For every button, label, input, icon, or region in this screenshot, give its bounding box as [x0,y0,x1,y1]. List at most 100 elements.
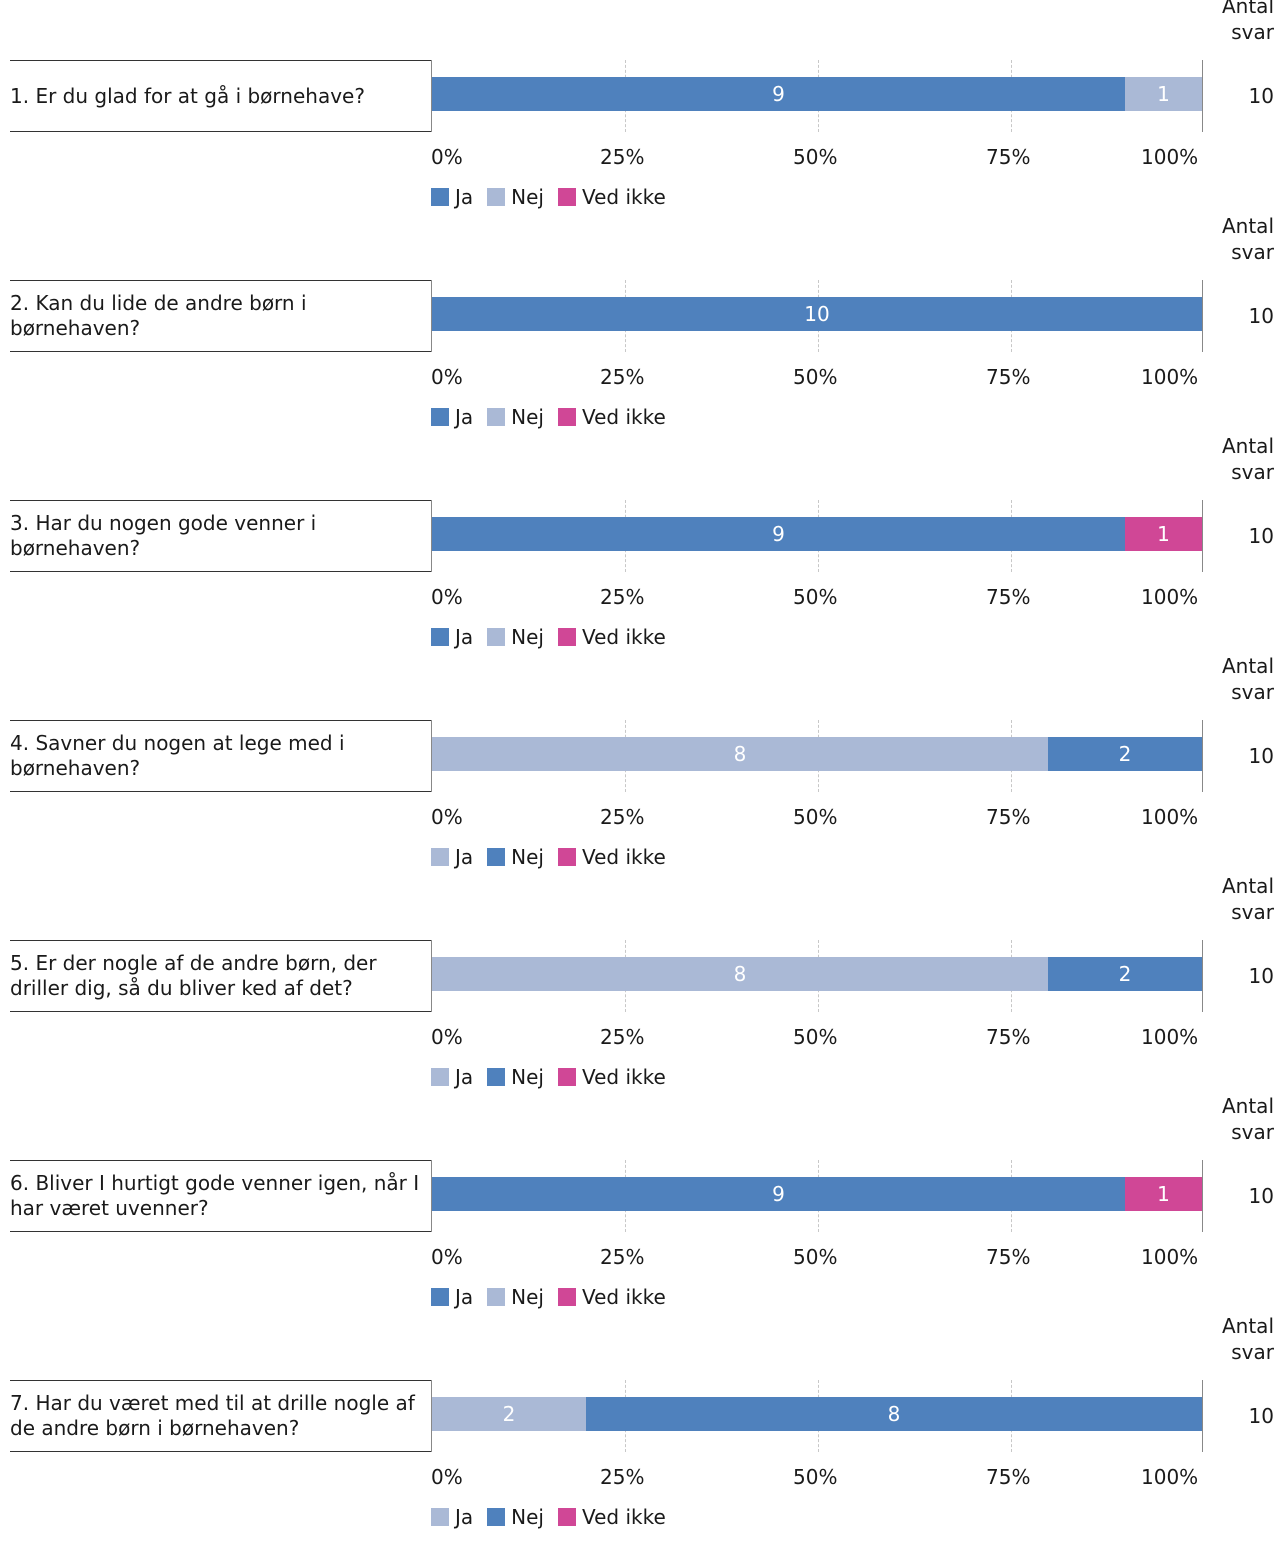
legend: Ja Nej Ved ikke [431,405,680,429]
bar-segment-ja: 9 [432,1177,1125,1211]
legend-swatch [487,1508,506,1526]
total-count: 10 [1248,1404,1274,1428]
bar-segment-ved-ikke: 1 [1125,1177,1202,1211]
x-tick-label: 100% [1141,1245,1199,1269]
legend-swatch [557,188,576,206]
question-label: 6. Bliver I hurtigt gode venner igen, nå… [10,1160,431,1232]
x-tick-label: 25% [600,1465,645,1489]
total-count: 10 [1248,524,1274,548]
x-tick-label: 100% [1141,145,1199,169]
x-tick-label: 0% [431,1245,463,1269]
x-tick-label: 100% [1141,365,1199,389]
legend-label: Nej [511,1285,544,1309]
bar-segment-nej: 2 [1048,737,1202,771]
bar-segment-ja: 2 [432,1397,586,1431]
x-tick-label: 100% [1141,805,1199,829]
legend-item: Ved ikke [557,1065,666,1089]
x-tick-label: 25% [600,1025,645,1049]
legend-swatch [557,1508,576,1526]
question-label: 4. Savner du nogen at lege med i børneha… [10,720,431,792]
x-axis-ticks: 0% 25% 50% 75% 100% [0,585,1278,609]
legend-swatch [431,848,449,866]
legend-swatch [431,1508,449,1526]
legend-swatch [431,1068,449,1086]
x-tick-label: 50% [793,805,838,829]
legend-swatch [487,1068,506,1086]
x-tick-label: 25% [600,365,645,389]
legend-label: Nej [511,185,544,209]
legend-item: Ja [431,185,473,209]
legend: Ja Nej Ved ikke [431,1065,680,1089]
legend-item: Ja [431,1285,473,1309]
legend-label: Ved ikke [581,1505,666,1529]
legend-label: Nej [511,1065,544,1089]
legend-label: Ja [455,185,474,209]
legend-item: Nej [487,1285,544,1309]
legend-item: Ved ikke [557,845,666,869]
question-chart: Antal svar 2. Kan du lide de andre børn i … [0,214,1278,445]
x-axis-ticks: 0% 25% 50% 75% 100% [0,1025,1278,1049]
x-tick-label: 100% [1141,1465,1199,1489]
antal-svar-header: Antal svar [1221,874,1274,924]
antal-svar-header: Antal svar [1221,0,1274,44]
x-tick-label: 50% [793,585,838,609]
legend-item: Ja [431,1065,473,1089]
legend-item: Ved ikke [557,185,666,209]
question-text: 5. Er der nogle af de andre børn, der dr… [10,951,377,1000]
bar-segment-nej: 1 [1125,77,1202,111]
legend-item: Nej [487,405,544,429]
legend-label: Ved ikke [581,845,666,869]
legend-label: Ja [455,625,474,649]
legend-item: Nej [487,185,544,209]
question-chart: Antal svar 3. Har du nogen gode venner i b… [0,434,1278,665]
question-chart: Antal svar 5. Er der nogle af de andre bør… [0,874,1278,1105]
legend: Ja Nej Ved ikke [431,1285,680,1309]
antal-svar-header: Antal svar [1221,1314,1274,1364]
question-text: 7. Har du været med til at drille nogle … [10,1391,415,1440]
bar-segment-nej: 2 [1048,957,1202,991]
legend-label: Ja [455,845,474,869]
x-tick-label: 75% [986,805,1031,829]
x-tick-label: 75% [986,145,1031,169]
legend-swatch [487,1288,506,1306]
antal-svar-header: Antal svar [1221,214,1274,264]
total-count: 10 [1248,744,1274,768]
legend-swatch [557,628,576,646]
legend-item: Ja [431,1505,473,1529]
x-tick-label: 25% [600,1245,645,1269]
legend-label: Ved ikke [581,1065,666,1089]
legend-item: Ja [431,405,473,429]
question-label: 2. Kan du lide de andre børn i børnehave… [10,280,431,352]
legend-swatch [557,1288,576,1306]
question-text: 3. Har du nogen gode venner i børnehaven… [10,511,317,560]
x-tick-label: 0% [431,365,463,389]
legend-label: Nej [511,1505,544,1529]
question-text: 4. Savner du nogen at lege med i børneha… [10,731,345,780]
question-text: 1. Er du glad for at gå i børnehave? [10,83,365,108]
legend-item: Ved ikke [557,625,666,649]
antal-svar-header: Antal svar [1221,434,1274,484]
x-tick-label: 100% [1141,585,1199,609]
x-tick-label: 0% [431,1025,463,1049]
legend-label: Ved ikke [581,625,666,649]
legend-swatch [557,848,576,866]
legend-label: Ja [455,1065,474,1089]
legend-label: Nej [511,405,544,429]
x-axis-ticks: 0% 25% 50% 75% 100% [0,145,1278,169]
legend-label: Ved ikke [581,405,666,429]
x-tick-label: 0% [431,1465,463,1489]
bar-segment-ja: 9 [432,517,1125,551]
bar-segment-ja: 8 [432,957,1048,991]
bar-segment-ved-ikke: 1 [1125,517,1202,551]
legend-item: Nej [487,1505,544,1529]
legend-item: Nej [487,1065,544,1089]
legend-swatch [487,408,506,426]
legend-item: Nej [487,625,544,649]
x-tick-label: 100% [1141,1025,1199,1049]
legend: Ja Nej Ved ikke [431,845,680,869]
